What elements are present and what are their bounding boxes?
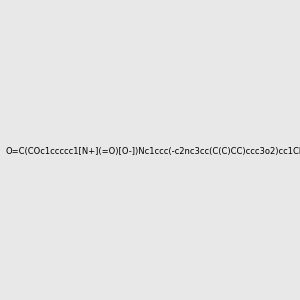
- Text: O=C(COc1ccccc1[N+](=O)[O-])Nc1ccc(-c2nc3cc(C(C)CC)ccc3o2)cc1Cl: O=C(COc1ccccc1[N+](=O)[O-])Nc1ccc(-c2nc3…: [6, 147, 300, 156]
